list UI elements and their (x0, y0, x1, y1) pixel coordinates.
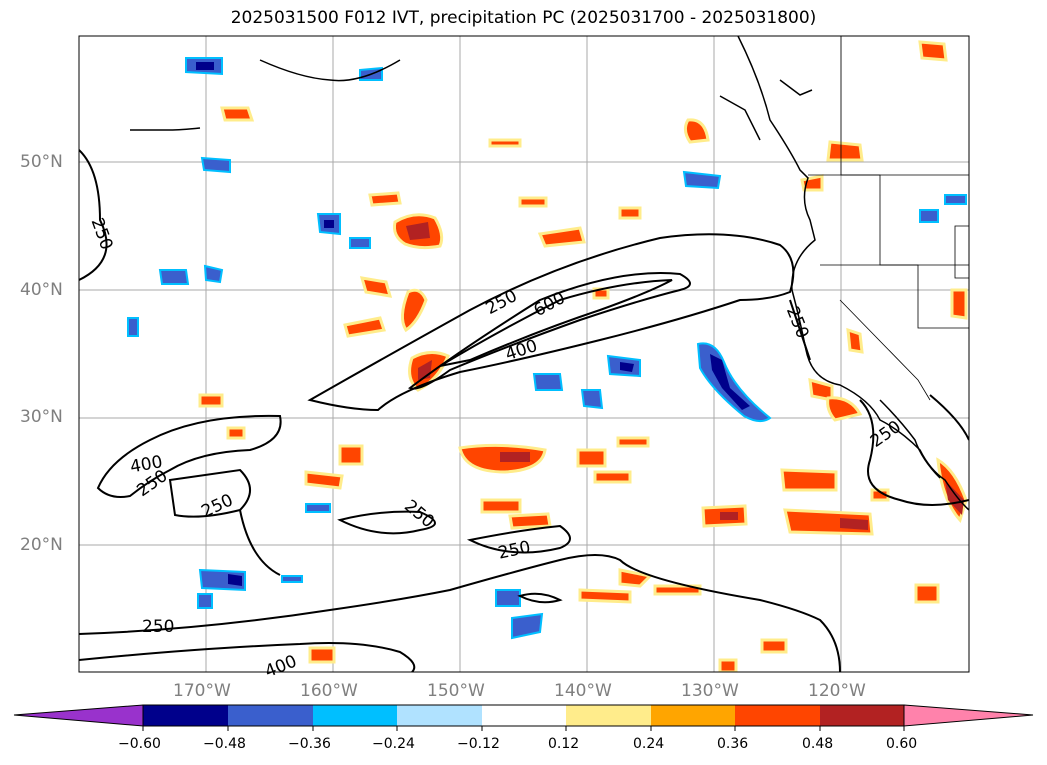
colorbar-extend-low (13, 704, 144, 727)
negative-anomaly-patches (127, 57, 967, 640)
lat-tick-label: 50°N (20, 152, 63, 172)
lon-tick-label: 150°W (427, 681, 485, 701)
colorbar-extend-high (903, 704, 1034, 727)
colorbar-segment (820, 705, 904, 726)
lat-tick-label: 40°N (20, 280, 63, 300)
political-borders (808, 36, 969, 401)
colorbar-tick-label: 0.24 (633, 736, 665, 752)
lon-tick-label: 160°W (300, 681, 358, 701)
map-background (79, 36, 969, 672)
lon-tick-label: 170°W (173, 681, 231, 701)
colorbar-segment (313, 705, 397, 726)
lon-tick-label: 130°W (681, 681, 739, 701)
colorbar-tick-label: −0.48 (203, 736, 246, 752)
colorbar-segment (397, 705, 482, 726)
colorbar-tick-label: 0.36 (717, 736, 749, 752)
ivt-contours (79, 149, 969, 672)
map-frame (78, 35, 970, 673)
colorbar-tick-label: 0.48 (802, 736, 834, 752)
colorbar-segment (143, 705, 228, 726)
colorbar-tick-label: 0.12 (548, 736, 580, 752)
colorbar-tick-label: −0.24 (372, 736, 415, 752)
negative-anomaly-cores (196, 62, 750, 586)
colorbar-segment (228, 705, 313, 726)
colorbar-segment (566, 705, 651, 726)
colorbar-segment (735, 705, 820, 726)
colorbar-ticks (142, 726, 905, 731)
lon-tick-label: 140°W (554, 681, 612, 701)
positive-anomaly-patches (198, 40, 968, 672)
colorbar-tick-label: 0.60 (886, 736, 918, 752)
colorbar (13, 704, 1034, 731)
contour-label: 250 (142, 617, 174, 637)
colorbar-tick-label: −0.36 (288, 736, 331, 752)
map-title: 2025031500 F012 IVT, precipitation PC (2… (230, 8, 817, 28)
colorbar-tick-label: −0.12 (457, 736, 500, 752)
colorbar-frame (142, 704, 905, 727)
colorbar-tick-label: −0.60 (118, 736, 161, 752)
lat-tick-label: 20°N (20, 535, 63, 555)
lon-tick-label: 120°W (808, 681, 866, 701)
lat-tick-label: 30°N (20, 407, 63, 427)
precip-patches (127, 40, 968, 672)
colorbar-segment (482, 705, 566, 726)
colorbar-segment (651, 705, 735, 726)
